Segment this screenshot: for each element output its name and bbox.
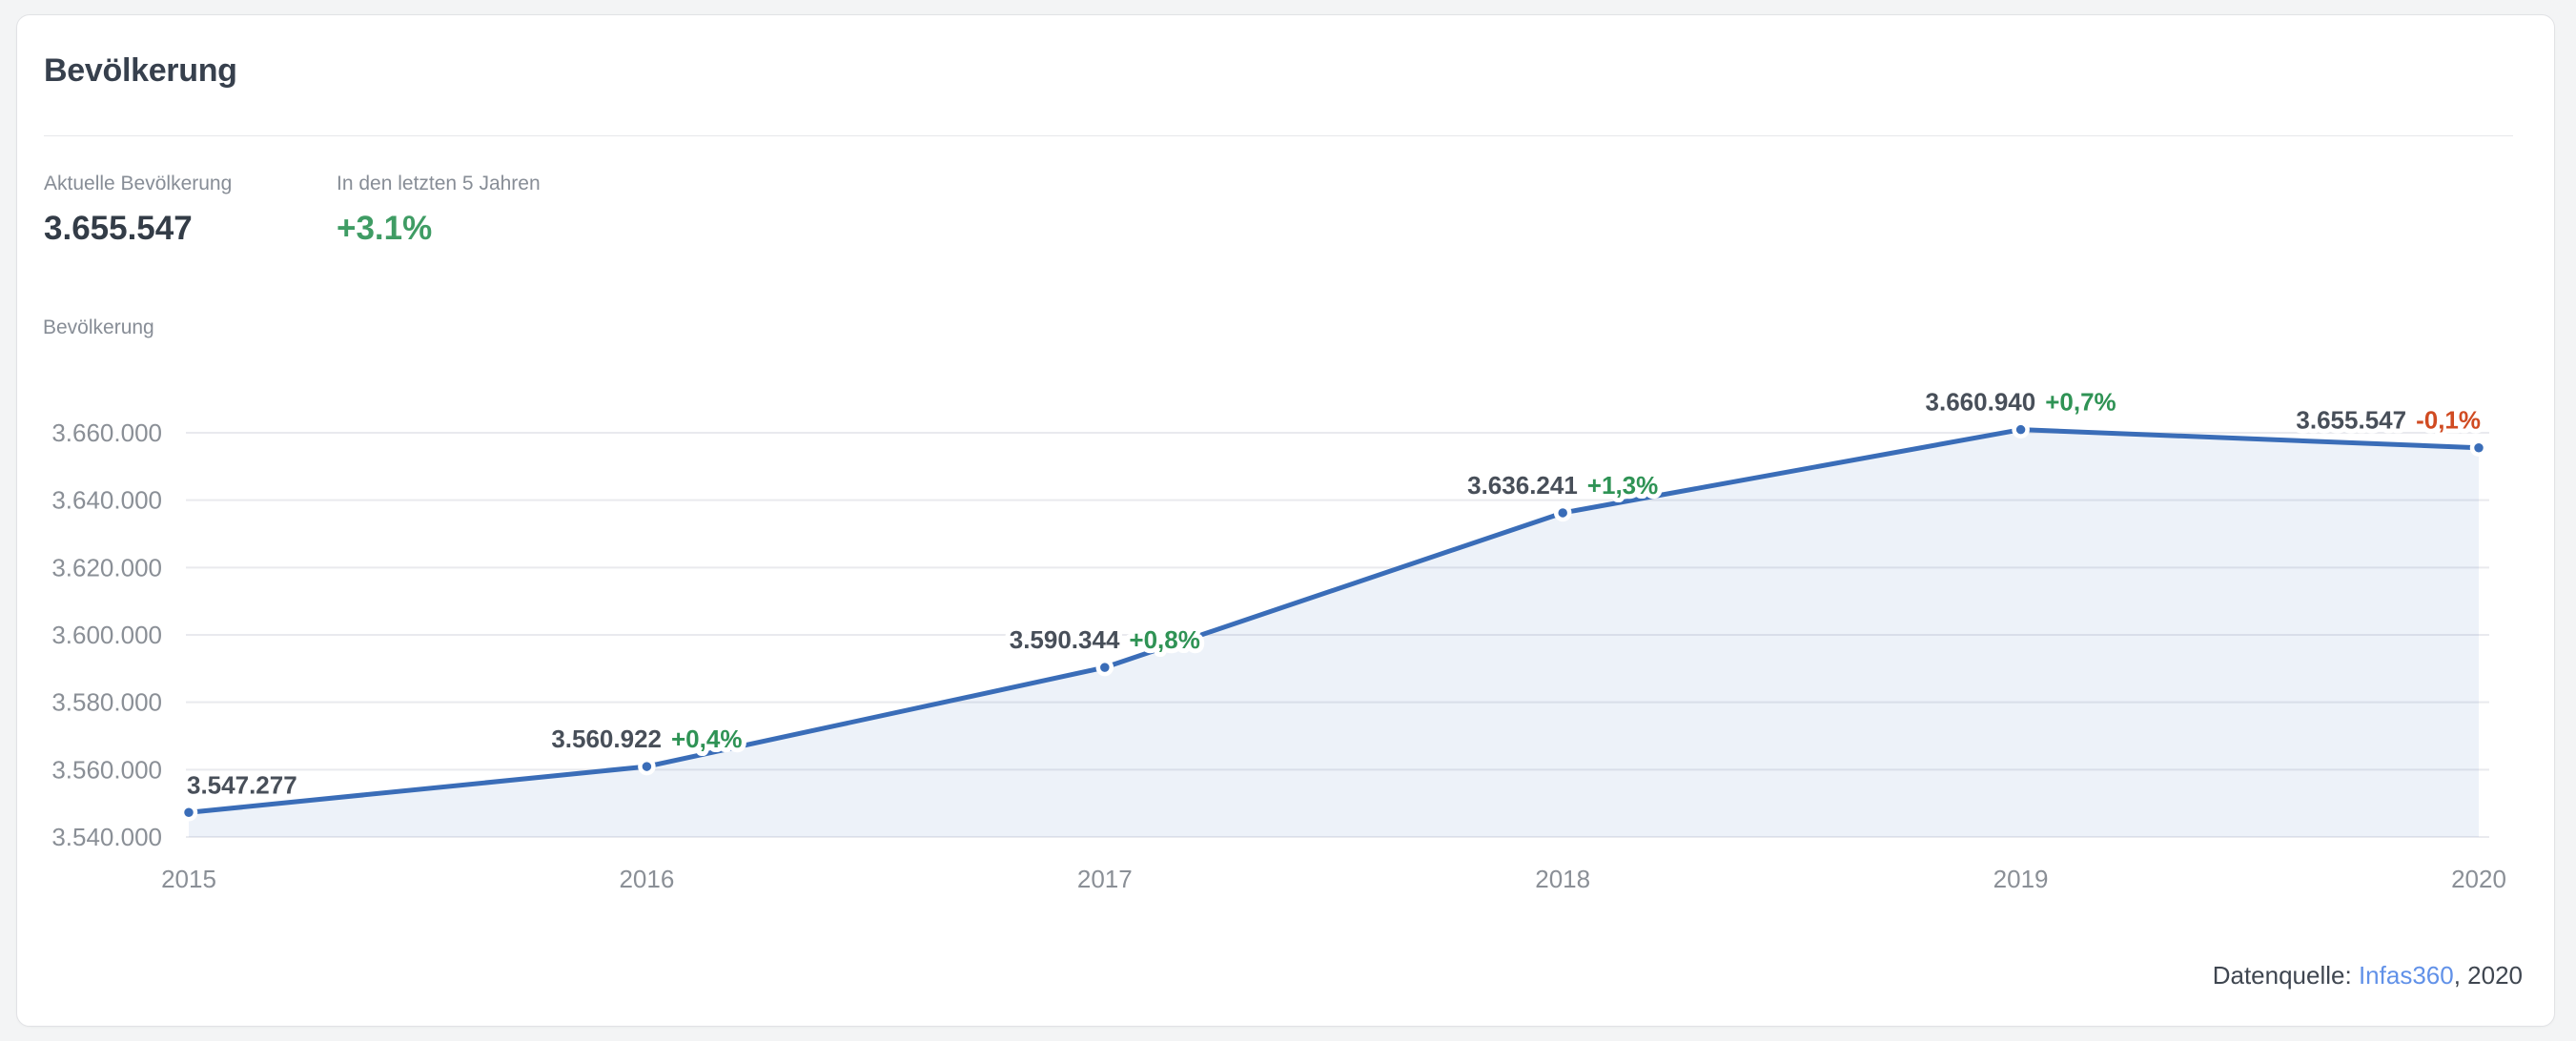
point-label: 3.655.547 -0,1% bbox=[2296, 406, 2481, 435]
five-year-change-label: In den letzten 5 Jahren bbox=[337, 173, 541, 194]
data-source: Datenquelle: Infas360, 2020 bbox=[2213, 961, 2523, 990]
x-axis-tick-label: 2015 bbox=[161, 865, 216, 893]
point-label: 3.547.277 bbox=[187, 770, 297, 799]
data-source-suffix: , 2020 bbox=[2453, 961, 2523, 990]
data-source-link[interactable]: Infas360 bbox=[2358, 961, 2454, 990]
y-axis-tick-label: 3.620.000 bbox=[51, 553, 162, 582]
x-axis-tick-label: 2016 bbox=[619, 865, 674, 893]
y-axis-tick-label: 3.660.000 bbox=[51, 418, 162, 447]
y-axis-tick-label: 3.580.000 bbox=[51, 688, 162, 717]
y-axis-tick-label: 3.600.000 bbox=[51, 621, 162, 649]
point-label: 3.660.940 +0,7% bbox=[1926, 388, 2116, 417]
x-axis-tick-label: 2018 bbox=[1535, 865, 1590, 893]
five-year-change-value: +3.1% bbox=[337, 210, 433, 248]
x-axis-tick-label: 2020 bbox=[2451, 865, 2506, 893]
five-year-change-stat: In den letzten 5 Jahren +3.1% bbox=[337, 172, 541, 248]
x-axis-tick-label: 2017 bbox=[1077, 865, 1133, 893]
population-card bbox=[16, 14, 2555, 1027]
point-label: 3.636.241 +1,3% bbox=[1467, 471, 1658, 500]
chart-axis-title: Bevölkerung bbox=[43, 316, 154, 338]
trend-line bbox=[186, 427, 2482, 815]
data-source-prefix: Datenquelle: bbox=[2212, 961, 2359, 990]
data-point-2015[interactable] bbox=[179, 804, 198, 822]
data-point-2020[interactable] bbox=[2469, 439, 2488, 457]
header-divider bbox=[44, 135, 2513, 136]
y-axis-tick-label: 3.640.000 bbox=[51, 486, 162, 515]
y-axis-tick-label: 3.540.000 bbox=[51, 823, 162, 851]
point-label: 3.590.344 +0,8% bbox=[1010, 625, 1200, 654]
card-title: Bevölkerung bbox=[44, 52, 237, 89]
current-population-value: 3.655.547 bbox=[44, 210, 193, 248]
x-axis-tick-label: 2019 bbox=[1993, 865, 2049, 893]
data-point-2017[interactable] bbox=[1095, 658, 1114, 677]
point-label: 3.560.922 +0,4% bbox=[551, 725, 742, 753]
data-point-2016[interactable] bbox=[638, 757, 656, 776]
data-point-2019[interactable] bbox=[2012, 420, 2030, 439]
current-population-label: Aktuelle Bevölkerung bbox=[44, 173, 233, 194]
data-point-2018[interactable] bbox=[1553, 503, 1572, 522]
area-fill bbox=[189, 429, 2479, 837]
y-axis-tick-label: 3.560.000 bbox=[51, 755, 162, 784]
current-population-stat: Aktuelle Bevölkerung 3.655.547 bbox=[44, 172, 232, 248]
